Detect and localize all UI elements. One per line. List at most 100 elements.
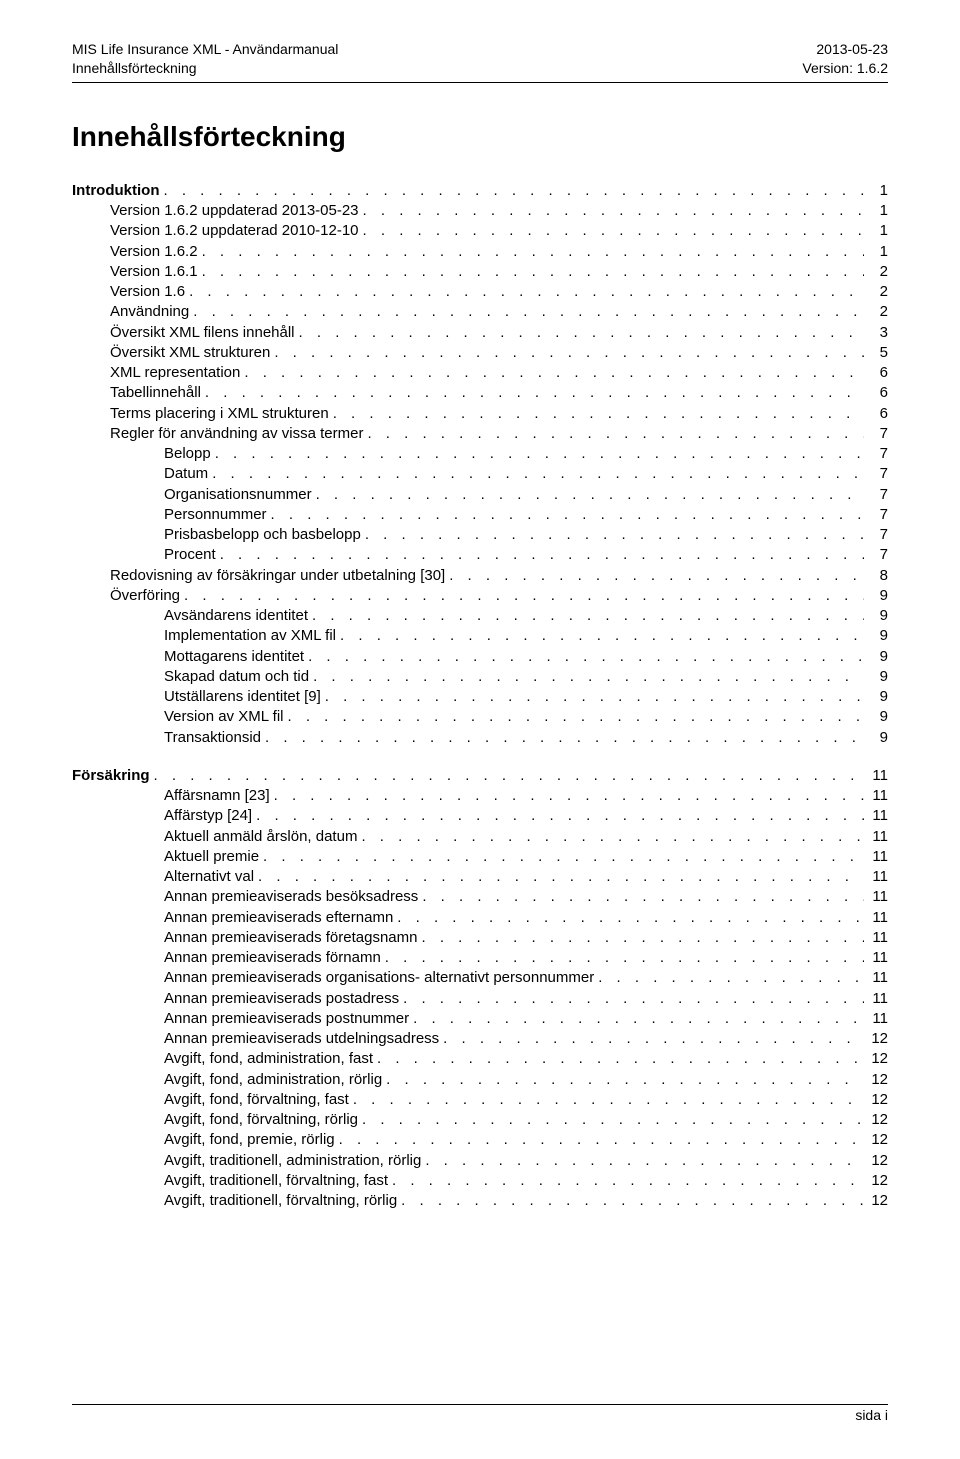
header-right-version: Version: 1.6.2: [802, 59, 888, 78]
toc-page-number: 1: [864, 201, 888, 221]
toc-page-number: 7: [864, 505, 888, 525]
toc-leader-dots: [336, 626, 864, 646]
toc-label: Prisbasbelopp och basbelopp: [164, 525, 361, 545]
toc-leader-dots: [304, 647, 864, 667]
toc-leader-dots: [270, 343, 864, 363]
toc-label: Personnummer: [164, 505, 267, 525]
toc-page-number: 11: [864, 928, 888, 948]
toc-label: Avgift, fond, premie, rörlig: [164, 1130, 335, 1150]
toc-row: Tabellinnehåll6: [72, 383, 888, 403]
toc-label: Alternativt val: [164, 867, 254, 887]
toc-leader-dots: [381, 948, 864, 968]
toc-label: Översikt XML filens innehåll: [110, 323, 295, 343]
toc-row: Annan premieaviserads förnamn11: [72, 948, 888, 968]
toc-leader-dots: [254, 867, 864, 887]
toc-page-number: 6: [864, 404, 888, 424]
toc-leader-dots: [594, 968, 864, 988]
toc-page-number: 1: [864, 181, 888, 201]
toc-label: Avgift, fond, förvaltning, rörlig: [164, 1110, 358, 1130]
toc-leader-dots: [359, 221, 864, 241]
document-page: MIS Life Insurance XML - Användarmanual …: [0, 0, 960, 1459]
toc-row: Version av XML fil 9: [72, 707, 888, 727]
toc-leader-dots: [439, 1029, 864, 1049]
toc-row: Överföring9: [72, 586, 888, 606]
toc-leader-dots: [312, 485, 864, 505]
toc-label: Avgift, fond, administration, rörlig: [164, 1070, 382, 1090]
toc-page-number: 11: [864, 806, 888, 826]
toc-row: Implementation av XML fil9: [72, 626, 888, 646]
toc-leader-dots: [295, 323, 864, 343]
toc-row: Avgift, traditionell, administration, rö…: [72, 1151, 888, 1171]
toc-leader-dots: [361, 525, 864, 545]
toc-row: Version 1.62: [72, 282, 888, 302]
toc-page-number: 7: [864, 464, 888, 484]
toc-leader-dots: [180, 586, 864, 606]
toc-row: Avgift, fond, förvaltning, rörlig12: [72, 1110, 888, 1130]
toc-label: Belopp: [164, 444, 211, 464]
toc-page-number: 7: [864, 424, 888, 444]
toc-row: Avgift, fond, administration, rörlig12: [72, 1070, 888, 1090]
toc-row: Avgift, fond, förvaltning, fast12: [72, 1090, 888, 1110]
toc-row: Avgift, fond, premie, rörlig12: [72, 1130, 888, 1150]
toc-leader-dots: [252, 806, 864, 826]
toc-label: Version 1.6: [110, 282, 185, 302]
toc-page-number: 12: [864, 1171, 888, 1191]
header-right-date: 2013-05-23: [816, 40, 888, 59]
toc-page-number: 2: [864, 302, 888, 322]
toc-leader-dots: [321, 687, 864, 707]
table-of-contents: Introduktion1Version 1.6.2 uppdaterad 20…: [72, 181, 888, 1212]
toc-leader-dots: [267, 505, 864, 525]
toc-row: Annan premieaviserads företagsnamn11: [72, 928, 888, 948]
toc-leader-dots: [309, 667, 864, 687]
toc-row: Avsändarens identitet9: [72, 606, 888, 626]
toc-label: Aktuell anmäld årslön, datum: [164, 827, 357, 847]
toc-leader-dots: [421, 1151, 864, 1171]
toc-label: Annan premieaviserads organisations- alt…: [164, 968, 594, 988]
toc-label: Annan premieaviserads besöksadress: [164, 887, 418, 907]
toc-page-number: 11: [864, 1009, 888, 1029]
toc-label: Mottagarens identitet: [164, 647, 304, 667]
toc-label: Annan premieaviserads postnummer: [164, 1009, 409, 1029]
toc-label: Försäkring: [72, 766, 150, 786]
toc-page-number: 9: [864, 707, 888, 727]
toc-leader-dots: [270, 786, 864, 806]
header-left-subtitle: Innehållsförteckning: [72, 59, 197, 78]
toc-label: Regler för användning av vissa termer: [110, 424, 363, 444]
toc-section: Försäkring11Affärsnamn [23]11Affärstyp […: [72, 766, 888, 1212]
toc-row: Översikt XML strukturen5: [72, 343, 888, 363]
toc-page-number: 5: [864, 343, 888, 363]
toc-row: Annan premieaviserads efternamn11: [72, 908, 888, 928]
toc-leader-dots: [201, 383, 864, 403]
toc-row: Utställarens identitet [9]9: [72, 687, 888, 707]
toc-label: Annan premieaviserads postadress: [164, 989, 399, 1009]
toc-page-number: 9: [864, 728, 888, 748]
toc-page-number: 6: [864, 383, 888, 403]
toc-row: Terms placering i XML strukturen 6: [72, 404, 888, 424]
footer-divider: [72, 1404, 888, 1405]
toc-page-number: 6: [864, 363, 888, 383]
toc-label: Version 1.6.1: [110, 262, 198, 282]
toc-leader-dots: [388, 1171, 864, 1191]
toc-page-number: 12: [864, 1049, 888, 1069]
toc-leader-dots: [363, 424, 864, 444]
toc-leader-dots: [382, 1070, 864, 1090]
toc-leader-dots: [259, 847, 864, 867]
toc-page-number: 11: [864, 766, 888, 786]
page-header: MIS Life Insurance XML - Användarmanual …: [72, 40, 888, 78]
toc-label: Affärsnamn [23]: [164, 786, 270, 806]
toc-leader-dots: [397, 1191, 864, 1211]
toc-label: Avgift, traditionell, förvaltning, rörli…: [164, 1191, 397, 1211]
toc-leader-dots: [208, 464, 864, 484]
toc-label: Terms placering i XML strukturen: [110, 404, 329, 424]
toc-page-number: 1: [864, 242, 888, 262]
toc-page-number: 9: [864, 586, 888, 606]
toc-label: Aktuell premie: [164, 847, 259, 867]
toc-row: Version 1.6.21: [72, 242, 888, 262]
toc-leader-dots: [284, 707, 865, 727]
toc-row: Version 1.6.2 uppdaterad 2013-05-231: [72, 201, 888, 221]
toc-label: Introduktion: [72, 181, 159, 201]
toc-page-number: 11: [864, 887, 888, 907]
toc-page-number: 9: [864, 667, 888, 687]
toc-label: Version av XML fil: [164, 707, 284, 727]
toc-label: Annan premieaviserads förnamn: [164, 948, 381, 968]
